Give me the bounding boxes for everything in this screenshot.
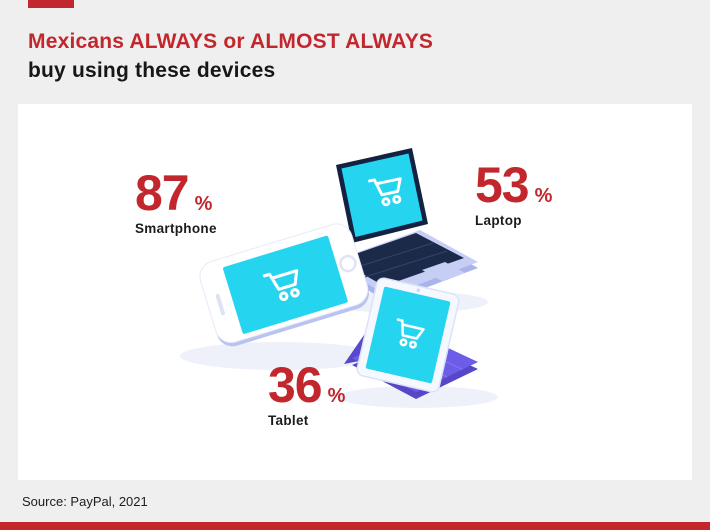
smartphone-percent-sign: % [194, 193, 213, 215]
tablet-camera-dot [416, 288, 421, 292]
stat-smartphone: 87% Smartphone [135, 168, 217, 236]
tablet-percent-sign: % [327, 385, 346, 407]
laptop-value: 53% [475, 160, 553, 210]
laptop-label: Laptop [475, 213, 522, 228]
title-line-2: buy using these devices [28, 58, 276, 82]
laptop-number: 53 [475, 157, 530, 213]
device-shadow [180, 342, 380, 370]
devices-illustration [180, 148, 498, 408]
laptop-percent-sign: % [534, 185, 553, 207]
tablet-label: Tablet [268, 413, 309, 428]
phone-earpiece [215, 294, 225, 316]
smartphone-number: 87 [135, 165, 190, 221]
smartphone-label: Smartphone [135, 221, 217, 236]
tablet-value: 36% [268, 360, 346, 410]
source-note: Source: PayPal, 2021 [22, 494, 148, 509]
chart-panel: 87% Smartphone 53% Laptop 36% Tablet [18, 104, 692, 480]
phone-home-button [339, 254, 357, 273]
tablet-number: 36 [268, 357, 323, 413]
stat-laptop: 53% Laptop [475, 160, 553, 228]
smartphone-illustration [199, 223, 369, 347]
laptop-illustration [330, 148, 478, 302]
bottom-accent-bar [0, 522, 710, 530]
smartphone-value: 87% [135, 168, 217, 218]
page-title: Mexicans ALWAYS or ALMOST ALWAYS buy usi… [28, 28, 433, 86]
tablet-illustration [344, 277, 478, 399]
title-line-1: Mexicans ALWAYS or ALMOST ALWAYS [28, 30, 434, 53]
header: Mexicans ALWAYS or ALMOST ALWAYS buy usi… [28, 28, 433, 86]
top-accent-bar [28, 0, 74, 8]
stat-tablet: 36% Tablet [268, 360, 346, 428]
